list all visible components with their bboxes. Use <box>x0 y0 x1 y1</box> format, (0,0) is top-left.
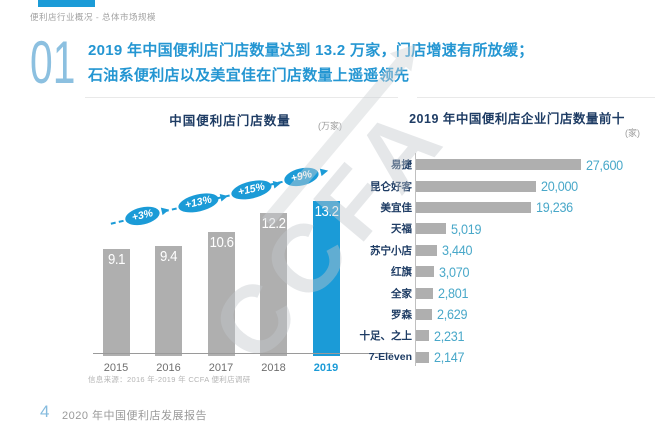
left-chart-unit: (万家) <box>318 121 342 131</box>
company-value: 5,019 <box>451 220 482 237</box>
company-label: 苏宁小店 <box>370 244 412 257</box>
x-axis-label: 2019 <box>313 362 339 374</box>
company-row: 罗森 2,629 <box>330 304 655 325</box>
company-bar <box>416 159 581 171</box>
dashed-connector <box>163 207 177 212</box>
company-row: 天福 5,019 <box>330 218 655 239</box>
company-value: 20,000 <box>541 178 578 195</box>
company-label: 罗森 <box>391 308 412 321</box>
company-row: 全家 2,801 <box>330 282 655 303</box>
footer-title: 2020 年中国便利店发展报告 <box>62 410 208 422</box>
page-title-line1: 2019 年中国便利店门店数量达到 13.2 万家，门店增速有所放缓； <box>88 42 534 59</box>
dashed-connector <box>269 180 283 186</box>
company-value: 2,147 <box>434 349 465 366</box>
company-bar <box>416 308 432 320</box>
company-value: 19,236 <box>536 199 573 216</box>
bar-2017: 10.6 <box>207 232 235 356</box>
left-chart-baseline <box>93 353 393 354</box>
company-label: 全家 <box>391 287 412 300</box>
x-axis-label: 2018 <box>261 362 286 374</box>
company-bar <box>416 351 429 363</box>
company-label: 昆仑好客 <box>370 180 412 193</box>
company-label: 易捷 <box>391 159 412 172</box>
bar-2019: 13.2 <box>312 201 340 356</box>
company-value: 2,231 <box>434 327 465 344</box>
bar-value-label: 9.4 <box>159 248 178 265</box>
source-note: 信息来源：2016 年-2019 年 CCFA 便利店调研 <box>88 375 251 384</box>
company-row: 苏宁小店 3,440 <box>330 240 655 261</box>
bar-column: 9.4 2016 <box>152 246 186 374</box>
top-accent-tab <box>38 0 95 7</box>
company-bar <box>416 244 437 256</box>
company-value: 3,070 <box>439 263 470 280</box>
bar-2015: 9.1 <box>102 249 130 356</box>
page-title: 2019 年中国便利店门店数量达到 13.2 万家，门店增速有所放缓； 石油系便… <box>88 38 648 88</box>
company-row: 7-Eleven 2,147 <box>330 347 655 368</box>
company-value: 3,440 <box>442 242 473 259</box>
x-axis-label: 2016 <box>156 362 181 374</box>
right-chart-axis <box>415 153 416 366</box>
bar-2018: 12.2 <box>260 213 287 356</box>
bar-value-label: 9.1 <box>107 251 125 268</box>
company-bar <box>416 330 429 342</box>
company-label: 十足、之上 <box>359 330 413 343</box>
page-title-line2: 石油系便利店以及美宜佳在门店数量上遥遥领先 <box>88 67 410 84</box>
bar-column: 10.6 2017 <box>204 232 238 374</box>
company-value: 2,801 <box>438 285 469 302</box>
dashed-connector <box>110 219 124 225</box>
company-bar <box>416 201 531 213</box>
company-row: 美宜佳 19,236 <box>330 197 655 218</box>
left-panel-divider <box>85 97 398 98</box>
section-number: 01 <box>30 29 76 96</box>
bar-value-label: 10.6 <box>209 234 234 251</box>
right-chart-unit: (家) <box>625 128 640 138</box>
company-row: 昆仑好客 20,000 <box>330 175 655 196</box>
bar-value-label: 13.2 <box>314 203 339 220</box>
company-bar <box>416 266 434 278</box>
right-chart-title: 2019 年中国便利店企业门店数量前十 <box>409 112 625 126</box>
breadcrumb: 便利店行业概况 - 总体市场规模 <box>30 12 157 22</box>
company-bar <box>416 180 536 192</box>
bar-column: 9.1 2015 <box>99 249 133 374</box>
company-value: 2,629 <box>437 306 468 323</box>
company-label: 天福 <box>391 223 412 236</box>
company-label: 7-Eleven <box>368 351 412 364</box>
company-label: 红旗 <box>391 266 412 279</box>
bar-column: 12.2 2018 <box>257 213 291 374</box>
bar-2016: 9.4 <box>155 246 182 356</box>
company-value: 27,600 <box>586 156 623 173</box>
left-chart-bars: 9.1 2015 9.4 2016 10.6 2017 12.2 2018 13… <box>99 150 343 374</box>
dashed-connector <box>216 194 230 199</box>
page-number: 4 <box>40 402 50 421</box>
x-axis-label: 2015 <box>103 362 129 374</box>
bar-value-label: 12.2 <box>261 215 286 232</box>
company-bar <box>416 223 446 235</box>
right-panel-divider <box>417 97 655 98</box>
company-bar <box>416 287 433 299</box>
left-chart-title: 中国便利店门店数量 <box>169 114 291 128</box>
company-label: 美宜佳 <box>380 201 413 214</box>
x-axis-label: 2017 <box>208 362 234 374</box>
bar-column: 13.2 2019 <box>309 201 343 374</box>
company-row: 红旗 3,070 <box>330 261 655 282</box>
right-chart-rows: 易捷 27,600 昆仑好客 20,000 美宜佳 19,236 天福 5,01… <box>330 154 655 368</box>
company-row: 易捷 27,600 <box>330 154 655 175</box>
company-row: 十足、之上 2,231 <box>330 325 655 346</box>
